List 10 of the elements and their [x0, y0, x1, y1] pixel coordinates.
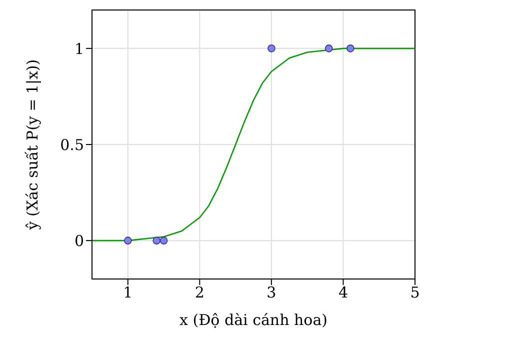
- x-tick-label: 3: [266, 284, 276, 302]
- x-axis-title: x (Độ dài cánh hoa): [179, 311, 328, 329]
- x-tick-label: 5: [410, 284, 420, 302]
- y-tick-label: 1: [74, 40, 84, 58]
- y-axis-title: ŷ (Xác suất P(y = 1|x)): [23, 59, 42, 231]
- x-tick-label: 2: [194, 284, 204, 302]
- x-tick-label: 4: [338, 284, 348, 302]
- x-tick-label: 1: [123, 284, 133, 302]
- y-tick-label: 0: [74, 232, 84, 250]
- y-tick-label: 0.5: [60, 136, 84, 154]
